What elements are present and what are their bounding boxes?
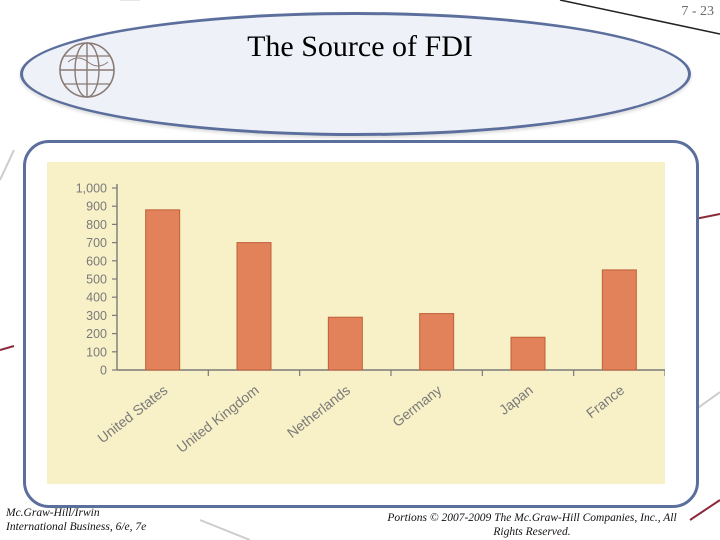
bar: [419, 313, 455, 371]
y-tick-label: 800: [86, 218, 107, 232]
bar: [327, 316, 363, 371]
y-tick-label: 200: [86, 327, 107, 341]
y-tick-label: 500: [86, 273, 107, 287]
title-banner: [20, 12, 691, 136]
x-tick-label: Japan: [496, 382, 536, 418]
footer-publisher-line2: International Business, 6/e, 7e: [6, 521, 147, 533]
footer-copyright-line1: Portions © 2007-2009 The Mc.Graw-Hill Co…: [387, 512, 677, 524]
page-number: 7 - 23: [681, 4, 714, 19]
x-tick-label: United Kingdom: [173, 382, 261, 456]
footer-copyright: Portions © 2007-2009 The Mc.Graw-Hill Co…: [352, 511, 712, 539]
bar-chart: 0 100 200 300 400 500 600 700 800 900 1,000 United …: [76, 182, 665, 456]
y-tick-label: 900: [86, 200, 107, 214]
bar: [601, 269, 637, 371]
slide-title: The Source of FDI: [247, 30, 473, 63]
bar: [236, 242, 272, 371]
footer-copyright-line2: Rights Reserved.: [493, 526, 571, 538]
y-tick-label: 700: [86, 236, 107, 250]
x-tick-label: Netherlands: [284, 382, 353, 441]
x-tick-label: Germany: [389, 382, 444, 430]
y-tick-label: 600: [86, 254, 107, 268]
footer-publisher-line1: Mc.Graw-Hill/Irwin: [6, 507, 100, 519]
bar: [145, 209, 181, 371]
y-tick-label: 300: [86, 309, 107, 323]
footer-publisher: Mc.Graw-Hill/Irwin International Busines…: [6, 506, 306, 534]
y-tick-label: 100: [86, 345, 107, 359]
x-tick-label: United States: [94, 382, 170, 446]
y-tick-label: 0: [100, 364, 107, 378]
x-tick-label: France: [583, 382, 627, 422]
bar: [510, 336, 546, 371]
y-tick-label: 400: [86, 291, 107, 305]
y-tick-label: 1,000: [76, 182, 107, 196]
globe-icon: [59, 42, 115, 98]
